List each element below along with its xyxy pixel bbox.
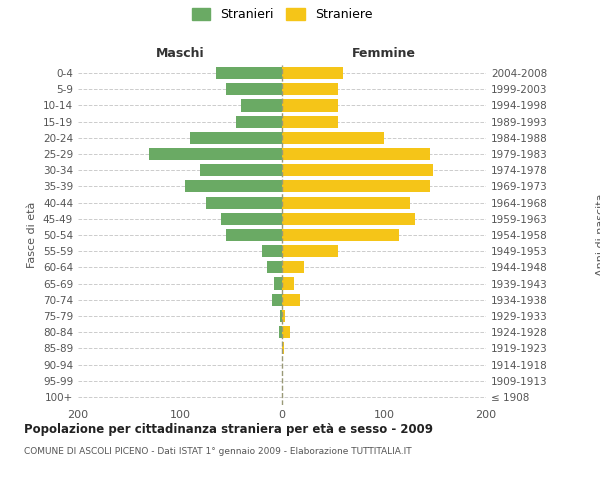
Bar: [280, 310, 282, 322]
Bar: [282, 83, 338, 96]
Bar: [282, 342, 284, 354]
Bar: [282, 164, 433, 176]
Bar: [185, 180, 282, 192]
Bar: [267, 262, 282, 274]
Text: Femmine: Femmine: [352, 47, 416, 60]
Bar: [272, 294, 282, 306]
Bar: [282, 310, 285, 322]
Bar: [282, 116, 338, 128]
Bar: [206, 196, 282, 208]
Bar: [241, 100, 282, 112]
Text: COMUNE DI ASCOLI PICENO - Dati ISTAT 1° gennaio 2009 - Elaborazione TUTTITALIA.I: COMUNE DI ASCOLI PICENO - Dati ISTAT 1° …: [24, 448, 412, 456]
Bar: [149, 148, 282, 160]
Bar: [226, 229, 282, 241]
Bar: [200, 164, 282, 176]
Y-axis label: Fasce di età: Fasce di età: [28, 202, 37, 268]
Bar: [216, 67, 282, 79]
Bar: [282, 100, 338, 112]
Bar: [274, 278, 282, 289]
Y-axis label: Anni di nascita: Anni di nascita: [596, 194, 600, 276]
Bar: [262, 245, 282, 258]
Bar: [282, 132, 384, 144]
Bar: [282, 180, 430, 192]
Bar: [282, 148, 430, 160]
Bar: [282, 326, 290, 338]
Bar: [282, 245, 338, 258]
Text: Popolazione per cittadinanza straniera per età e sesso - 2009: Popolazione per cittadinanza straniera p…: [24, 422, 433, 436]
Bar: [282, 294, 301, 306]
Bar: [226, 83, 282, 96]
Bar: [279, 326, 282, 338]
Bar: [282, 262, 304, 274]
Bar: [221, 212, 282, 225]
Bar: [282, 212, 415, 225]
Bar: [282, 229, 400, 241]
Bar: [190, 132, 282, 144]
Legend: Stranieri, Straniere: Stranieri, Straniere: [187, 2, 377, 26]
Text: Maschi: Maschi: [155, 47, 205, 60]
Bar: [282, 196, 410, 208]
Bar: [236, 116, 282, 128]
Bar: [282, 278, 294, 289]
Bar: [282, 67, 343, 79]
